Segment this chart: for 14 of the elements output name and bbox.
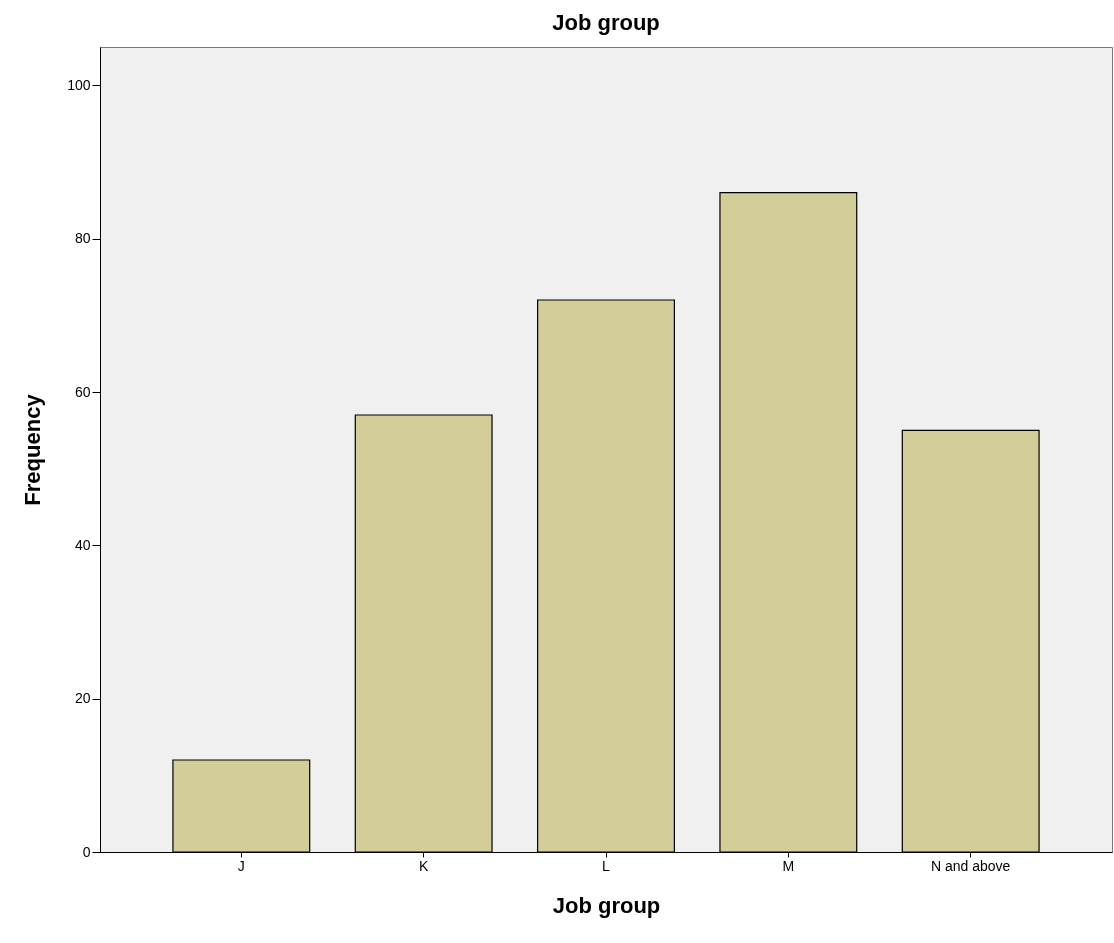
- y-tick-label: 100: [67, 76, 91, 93]
- y-tick-label: 80: [74, 230, 91, 247]
- y-tick-label: 60: [74, 383, 91, 400]
- x-tick-label: K: [418, 857, 429, 874]
- y-tick-label: 40: [74, 536, 91, 553]
- x-tick-label: L: [602, 857, 611, 874]
- x-tick-label: N and above: [930, 857, 1011, 874]
- y-tick-label: 20: [74, 690, 91, 707]
- chart-title: Job group: [552, 10, 660, 35]
- x-axis-title: Job group: [552, 892, 661, 918]
- y-axis-title: Frequency: [20, 393, 46, 506]
- x-tick-label: M: [782, 857, 795, 874]
- x-tick-label: J: [237, 857, 245, 874]
- y-tick-label: 0: [82, 843, 91, 860]
